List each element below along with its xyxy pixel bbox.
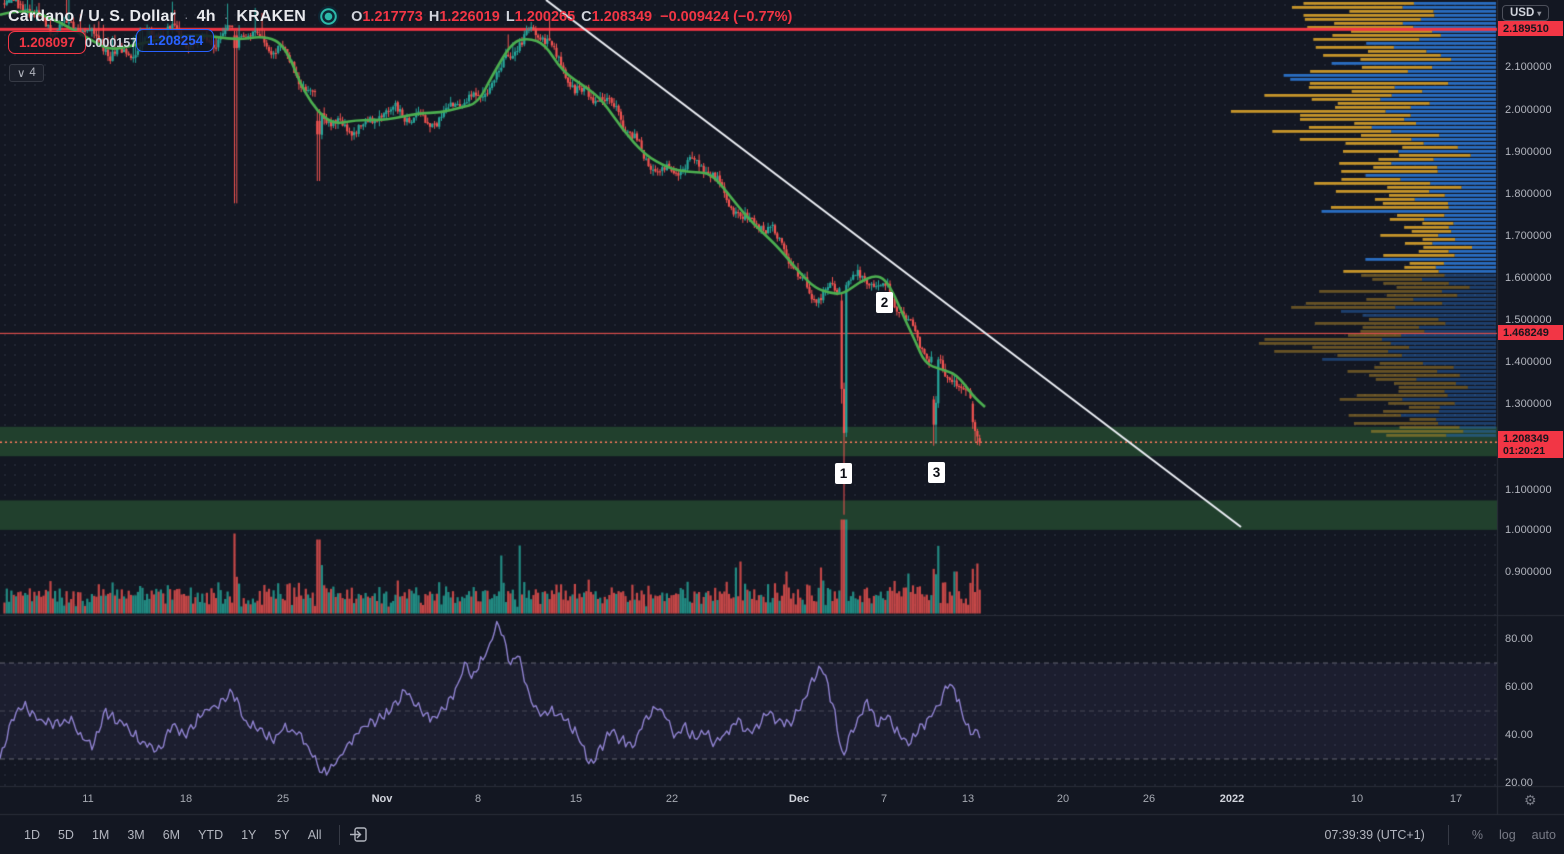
numbered-marker[interactable]: 3 xyxy=(928,462,945,483)
numbered-marker[interactable]: 1 xyxy=(835,463,852,484)
time-tick: 2022 xyxy=(1219,793,1245,805)
price-tick: 1.500000 xyxy=(1505,314,1552,326)
bottom-toolbar: 1D 5D 1M 3M 6M YTD 1Y 5Y All 07:39:39 (UTC+1) % l… xyxy=(0,815,1564,854)
price-tick: 2.100000 xyxy=(1505,61,1552,73)
chart-header: Cardano / U. S. Dollar · 4h · KRAKEN O1.… xyxy=(8,7,792,26)
change-value: −0.009424 (−0.77%) xyxy=(660,8,793,25)
range-button[interactable]: 5D xyxy=(57,827,74,842)
title-separator: · xyxy=(223,8,229,25)
title-separator: · xyxy=(184,8,189,25)
mid-level-price-label: 1.468249 xyxy=(1498,325,1563,340)
bid-price-label[interactable]: 1.208097 xyxy=(8,31,87,54)
time-tick: 20 xyxy=(1056,793,1070,805)
scale-toggles: % log auto xyxy=(1472,828,1556,842)
rsi-tick: 80.00 xyxy=(1505,633,1534,645)
price-tick: 1.800000 xyxy=(1505,188,1552,200)
time-tick: 26 xyxy=(1142,793,1156,805)
open-label: O xyxy=(351,8,363,25)
exchange-label: KRAKEN xyxy=(236,7,307,25)
open-value: 1.217773 xyxy=(362,8,423,25)
toolbar-right-group: 07:39:39 (UTC+1) % log auto xyxy=(1324,824,1556,845)
ohlc-readout: O1.217773 H1.226019 L1.200265 C1.208349 … xyxy=(351,9,792,25)
range-switcher: 1D 5D 1M 3M 6M YTD 1Y 5Y All xyxy=(16,824,330,846)
time-tick: 11 xyxy=(82,793,94,805)
interval-label[interactable]: 4h xyxy=(196,7,216,25)
scale-toggle[interactable]: auto xyxy=(1531,827,1556,842)
range-button[interactable]: 1Y xyxy=(241,827,257,842)
low-label: L xyxy=(505,8,515,25)
range-button[interactable]: 6M xyxy=(162,827,181,842)
rsi-tick: 20.00 xyxy=(1505,777,1534,789)
session-clock[interactable]: 07:39:39 (UTC+1) xyxy=(1324,827,1425,842)
time-tick: 13 xyxy=(961,793,975,805)
currency-label: USD xyxy=(1510,7,1535,19)
price-tick: 0.900000 xyxy=(1505,566,1552,578)
upper-level-price-label: 2.189510 xyxy=(1498,21,1563,36)
price-tick: 1.100000 xyxy=(1505,484,1552,496)
data-source-icon xyxy=(319,7,339,26)
indicators-collapse-chip[interactable]: ∨ 4 xyxy=(9,64,44,82)
price-axis[interactable]: 2.100000 2.000000 1.900000 1.800000 1.700000… xyxy=(1497,0,1564,814)
toolbar-divider xyxy=(1447,824,1449,845)
time-tick: Dec xyxy=(788,793,810,805)
price-tick: 1.400000 xyxy=(1505,356,1552,368)
time-tick: 18 xyxy=(179,793,193,805)
time-tick: 8 xyxy=(474,793,482,805)
range-button[interactable]: 5Y xyxy=(274,827,290,842)
time-tick: 22 xyxy=(665,793,679,805)
caret-down-icon: ▾ xyxy=(1537,8,1542,18)
time-tick: 7 xyxy=(880,793,888,805)
price-tick: 2.000000 xyxy=(1505,104,1552,116)
numbered-marker[interactable]: 2 xyxy=(876,292,893,313)
range-button[interactable]: 1D xyxy=(24,827,40,842)
go-to-date-icon[interactable] xyxy=(349,824,370,845)
ask-price-label[interactable]: 1.208254 xyxy=(136,29,215,52)
scale-toggle[interactable]: % xyxy=(1471,827,1483,842)
time-tick: 15 xyxy=(569,793,583,805)
range-button[interactable]: 1M xyxy=(91,827,110,842)
symbol-title[interactable]: Cardano / U. S. Dollar xyxy=(8,7,176,25)
range-button[interactable]: 3M xyxy=(127,827,145,842)
indicators-count: 4 xyxy=(29,67,36,79)
time-tick: 25 xyxy=(276,793,290,805)
price-tick: 1.900000 xyxy=(1505,146,1552,158)
gear-icon[interactable]: ⚙ xyxy=(1524,792,1537,808)
spread-value: 0.000157 xyxy=(85,36,138,50)
time-tick: Nov xyxy=(371,793,393,805)
current-price-label: 1.208349 01:20:21 xyxy=(1498,431,1563,458)
time-tick: 10 xyxy=(1350,793,1364,805)
current-price-value: 1.208349 xyxy=(1503,432,1549,445)
price-tick: 1.700000 xyxy=(1505,230,1552,242)
rsi-tick: 40.00 xyxy=(1505,729,1534,741)
close-label: C xyxy=(581,8,592,25)
close-value: 1.208349 xyxy=(591,8,653,25)
scale-toggle[interactable]: log xyxy=(1498,827,1516,842)
price-tick: 1.600000 xyxy=(1505,272,1552,284)
toolbar-divider xyxy=(338,824,340,845)
currency-selector[interactable]: USD ▾ xyxy=(1502,5,1550,21)
rsi-tick: 60.00 xyxy=(1505,681,1534,693)
high-label: H xyxy=(428,8,440,25)
high-value: 1.226019 xyxy=(439,8,500,25)
bar-countdown: 01:20:21 xyxy=(1503,444,1546,457)
price-tick: 1.000000 xyxy=(1505,524,1552,536)
price-tick: 1.300000 xyxy=(1505,398,1552,410)
time-tick: 17 xyxy=(1449,793,1463,805)
range-button[interactable]: All xyxy=(307,827,322,842)
range-button[interactable]: YTD xyxy=(198,827,224,842)
chevron-down-icon: ∨ xyxy=(17,68,26,80)
low-value: 1.200265 xyxy=(514,8,576,25)
